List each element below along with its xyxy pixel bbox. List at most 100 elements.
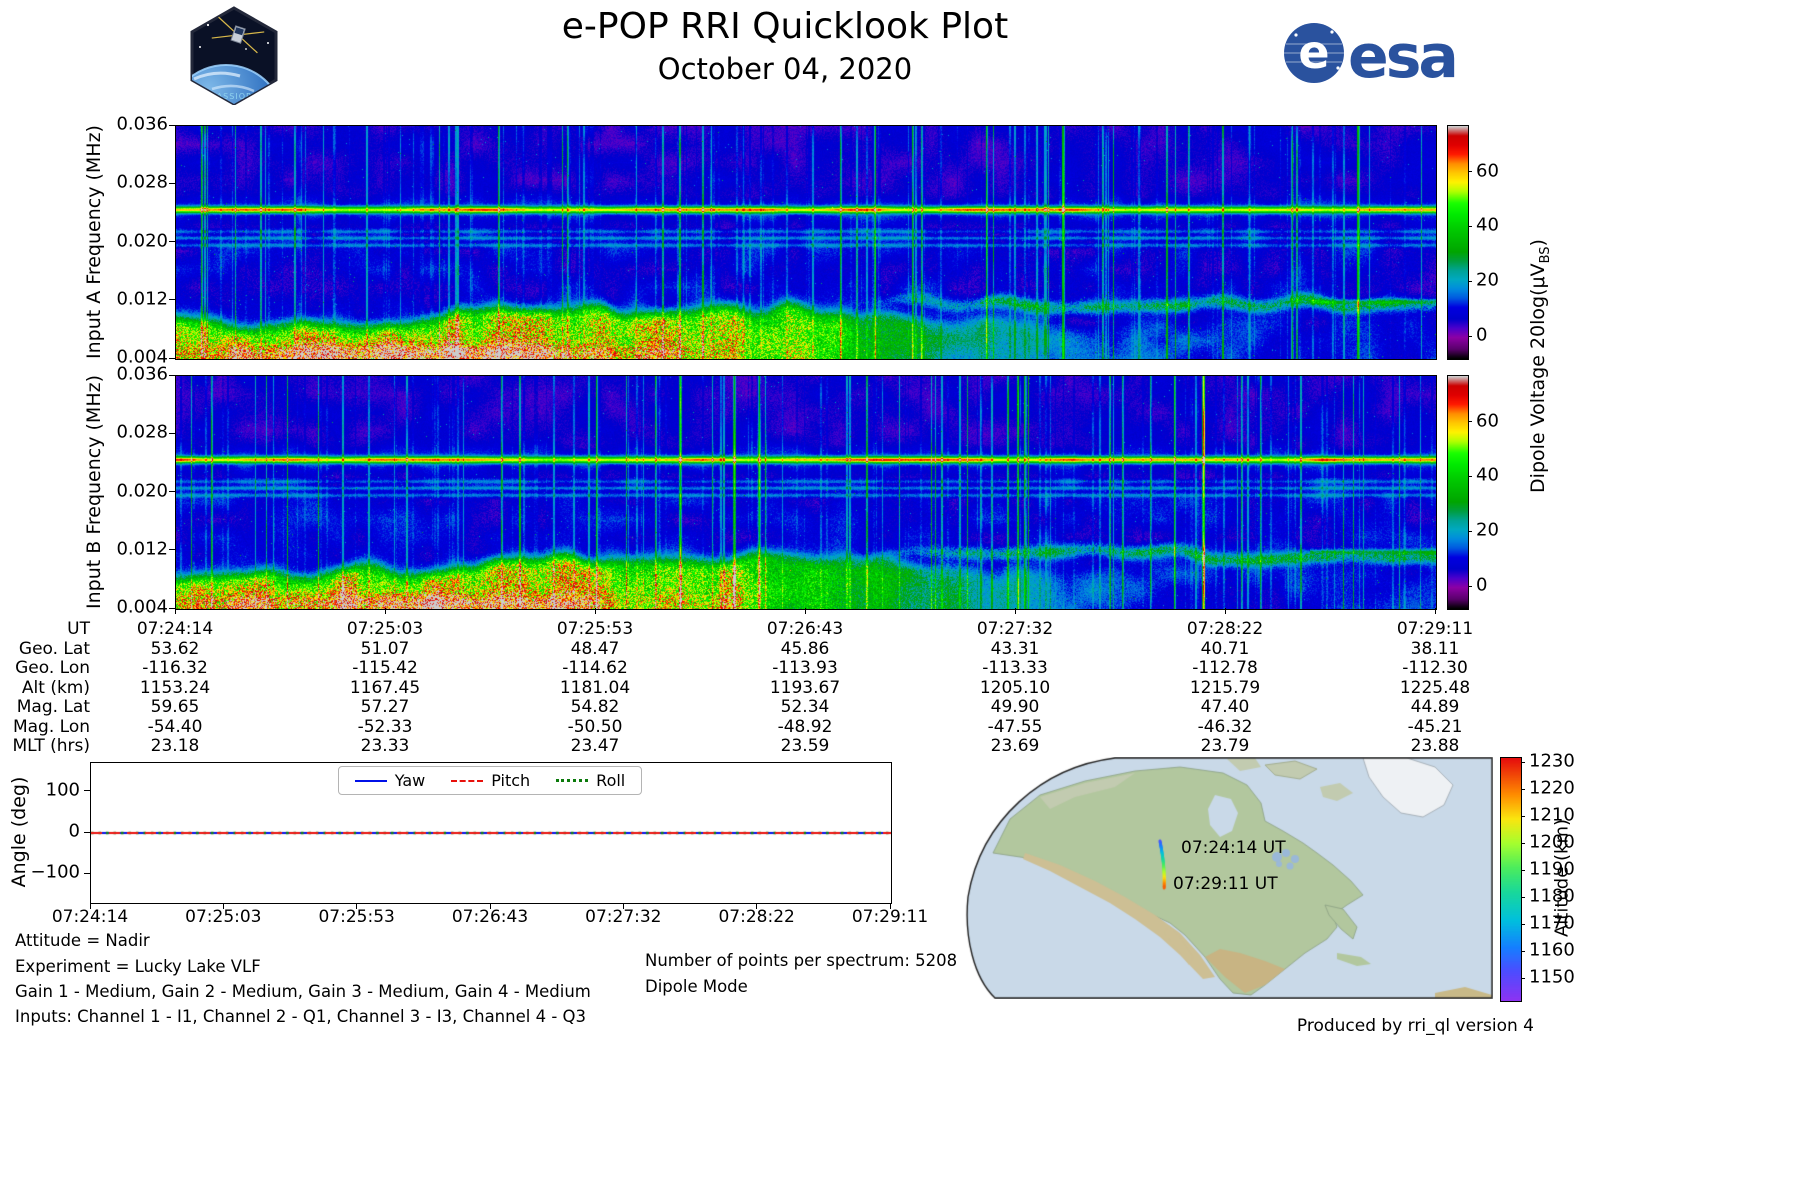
ephemeris-value: 59.65 [150,697,200,718]
ephemeris-value: 23.59 [780,736,830,757]
angle-xtick-label: 07:27:32 [585,907,662,928]
ephemeris-value: 07:25:03 [346,619,424,640]
angle-xtick [222,903,224,909]
ephemeris-value: 07:26:43 [766,619,844,640]
ut-tick [804,608,806,614]
freq-tick-label: 0.028 [116,171,168,193]
ephemeris-value: 1181.04 [559,677,631,698]
dipole-colorbar-tick [1468,335,1472,337]
esa-symbol-e: e [1298,25,1329,79]
ephemeris-value: 1225.48 [1399,677,1471,698]
pitch-line-sample [451,779,484,782]
angle-xtick-label: 07:25:53 [318,907,395,928]
angle-xtick [622,903,624,909]
ephemeris-value: 52.34 [780,697,830,718]
points-per-spectrum-text: Number of points per spectrum: 5208 [645,951,958,970]
altitude-tick-label: 1200 [1529,832,1575,854]
ephemeris-value: 07:28:22 [1186,619,1264,640]
dipole-colorbar-label: Dipole Voltage 20log(μVBS) [1527,239,1553,493]
ut-tick [1014,608,1016,614]
angle-xtick [356,903,358,909]
ephemeris-value: 47.40 [1200,697,1250,718]
freq-tick [169,432,175,434]
dipole-colorbar-tick-label: 20 [1476,519,1499,541]
dipole-colorbar-tick-label: 60 [1476,410,1499,432]
freq-tick [169,124,175,126]
dipole-colorbar-tick [1468,171,1472,173]
cassiope-mission-logo: CASSIOPE [190,6,278,105]
ephemeris-row-label: MLT (hrs) [12,736,90,757]
ephemeris-value: 23.33 [360,736,410,757]
angle-xtick-label: 07:29:11 [851,907,929,928]
altitude-tick [1521,950,1525,952]
angle-xtick-label: 07:25:03 [185,907,262,928]
ephemeris-value: 07:25:53 [556,619,634,640]
angle-xtick [489,903,491,909]
dipole-colorbar-tick [1468,280,1472,282]
dipole-colorbar-tick [1468,421,1472,423]
ephemeris-row-label: Geo. Lat [18,638,90,659]
dipole-colorbar-b-panel [1447,375,1469,610]
ephemeris-row-label: UT [67,619,90,640]
angle-xtick-label: 07:24:14 [51,907,129,928]
freq-tick-label: 0.012 [116,288,168,310]
gains-text: Gain 1 - Medium, Gain 2 - Medium, Gain 3… [15,982,591,1001]
ephemeris-value: 23.69 [990,736,1040,757]
angle-ylabel: Angle (deg) [8,776,31,888]
freq-tick-label: 0.004 [116,346,168,368]
ephemeris-value: 53.62 [150,638,200,659]
freq-tick-label: 0.036 [116,363,168,385]
legend-label-yaw: Yaw [394,771,426,790]
altitude-tick [1521,815,1525,817]
dipole-colorbar-tick-label: 0 [1476,574,1488,596]
ephemeris-value: 40.71 [1200,638,1250,659]
dipole-colorbar-tick-label: 0 [1476,324,1488,346]
ephemeris-value: 07:27:32 [976,619,1054,640]
ephemeris-value: 44.89 [1410,697,1460,718]
altitude-tick-label: 1170 [1529,913,1575,935]
ephemeris-value: -113.33 [982,658,1048,679]
altitude-tick [1521,788,1525,790]
angle-xtick [889,903,891,909]
dipole-colorbar-b [1448,376,1468,609]
ephemeris-value: 45.86 [780,638,830,659]
ephemeris-value: -116.32 [142,658,208,679]
freq-tick-label: 0.020 [116,480,168,502]
cassiope-logo-text: CASSIOPE [210,92,258,101]
esa-logo: e esa [1284,22,1459,86]
ephemeris-row-label: Mag. Lon [12,716,90,737]
ut-tick [174,608,176,614]
altitude-tick [1521,761,1525,763]
legend-item-pitch: Pitch [451,771,530,790]
ephemeris-value: 23.47 [570,736,620,757]
ephemeris-value: -46.32 [1197,716,1253,737]
ephemeris-row-label: Geo. Lon [15,658,90,679]
freq-tick-label: 0.012 [116,538,168,560]
ephemeris-value: 23.88 [1410,736,1460,757]
altitude-tick [1521,842,1525,844]
angle-xtick [89,903,91,909]
angle-xtick-label: 07:28:22 [718,907,795,928]
ephemeris-value: 48.47 [570,638,620,659]
ut-tick [1434,608,1436,614]
angle-ytick-label: 100 [45,779,80,801]
altitude-tick-label: 1230 [1529,751,1575,773]
ephemeris-value: -115.42 [352,658,418,679]
spectrogram-b-canvas [176,376,1436,609]
altitude-colorbar-panel [1500,757,1522,1002]
page-subtitle: October 04, 2020 [657,52,913,86]
satellite-graphic [211,16,265,54]
ephemeris-value: -47.55 [987,716,1043,737]
input-b-ylabel: Input B Frequency (MHz) [83,374,106,609]
spectrogram-a-panel [175,125,1437,360]
ephemeris-value: 1205.10 [979,677,1051,698]
altitude-tick-label: 1220 [1529,778,1575,800]
ephemeris-value: 07:29:11 [1396,619,1474,640]
ephemeris-value: -48.92 [777,716,833,737]
dipole-colorbar-tick-label: 40 [1476,465,1499,487]
freq-tick [169,374,175,376]
legend-label-roll: Roll [596,771,626,790]
dipole-colorbar-tick [1468,585,1472,587]
angle-legend-box: Yaw Pitch Roll [337,766,643,795]
freq-tick [169,299,175,301]
